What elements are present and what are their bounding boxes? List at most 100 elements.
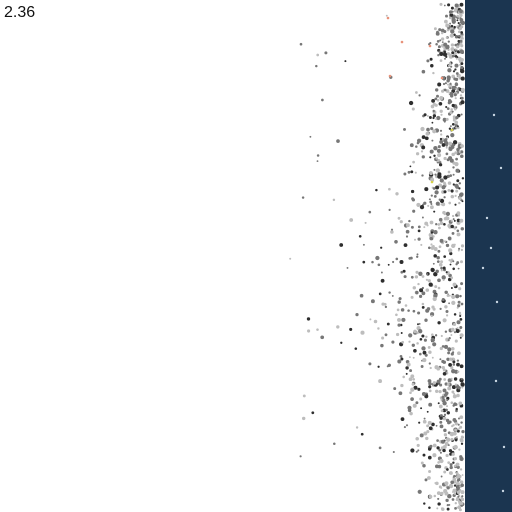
particle (456, 498, 459, 501)
particle (422, 303, 425, 306)
particle (432, 453, 436, 457)
particle (446, 45, 449, 48)
particle (445, 23, 449, 27)
particle (459, 9, 463, 13)
particle (420, 244, 422, 246)
particle (439, 245, 442, 248)
particle (431, 333, 434, 336)
particle (455, 507, 457, 509)
particle (439, 199, 441, 201)
particle (426, 424, 429, 427)
particle (460, 40, 463, 43)
particle (423, 502, 425, 504)
particle (412, 107, 415, 110)
particle (421, 334, 424, 337)
particle (461, 249, 463, 251)
particle (429, 362, 431, 364)
particle (454, 151, 457, 154)
particle (390, 230, 394, 234)
particle (461, 88, 465, 92)
particle (450, 34, 454, 38)
particle (377, 366, 379, 368)
particle (460, 17, 462, 19)
particle (391, 341, 394, 344)
particle (452, 351, 454, 353)
particle (456, 436, 458, 438)
particle (437, 260, 440, 263)
particle (389, 209, 391, 211)
particle (461, 430, 464, 433)
particle (461, 244, 464, 247)
particle (417, 444, 420, 447)
particle (431, 231, 433, 233)
particle (430, 221, 434, 225)
particle (454, 220, 456, 222)
particle (453, 418, 457, 422)
particle (430, 445, 433, 448)
particle (452, 86, 456, 90)
particle (381, 336, 384, 339)
particle (413, 310, 416, 313)
particle (444, 89, 447, 92)
particle (443, 181, 445, 183)
particle (446, 468, 449, 471)
particle (460, 21, 462, 23)
particle (460, 100, 464, 104)
particle (440, 452, 442, 454)
particle (406, 373, 408, 375)
particle (458, 500, 461, 503)
particle (397, 360, 401, 364)
particle (436, 367, 440, 371)
particle (409, 391, 412, 394)
particle (441, 360, 444, 363)
particle (413, 286, 416, 289)
particle (432, 245, 435, 248)
particle (456, 229, 459, 232)
particle (392, 295, 394, 297)
particle (437, 223, 440, 226)
particle (448, 181, 452, 185)
particle (450, 261, 452, 263)
particle (440, 267, 443, 270)
particle (410, 170, 413, 173)
particle (417, 139, 421, 143)
particle (460, 439, 464, 443)
particle (459, 219, 463, 223)
particle (449, 449, 452, 452)
particle (451, 378, 453, 380)
particle (458, 448, 460, 450)
particle (422, 135, 426, 139)
particle (443, 157, 446, 160)
particle (451, 43, 454, 46)
particle (419, 288, 423, 292)
particle (460, 484, 464, 488)
particle (457, 351, 461, 355)
particle (433, 444, 437, 448)
particle (451, 391, 454, 394)
particle (447, 68, 451, 72)
particle (446, 244, 449, 247)
particle (447, 107, 450, 110)
particle (431, 315, 433, 317)
particle (440, 133, 442, 135)
particle (444, 345, 448, 349)
particle (441, 335, 443, 337)
particle (416, 342, 419, 345)
particle (347, 267, 349, 269)
particle (423, 202, 426, 205)
particle (434, 482, 436, 484)
particle (444, 305, 447, 308)
particle (418, 94, 420, 96)
particle (452, 232, 455, 235)
particle (448, 363, 452, 367)
particle (427, 307, 430, 310)
particle (428, 382, 431, 385)
particle (434, 27, 437, 30)
particle (421, 150, 423, 152)
particle (388, 188, 391, 191)
particle (451, 244, 455, 248)
particle (448, 142, 452, 146)
particle (433, 308, 436, 311)
particle (431, 268, 435, 272)
